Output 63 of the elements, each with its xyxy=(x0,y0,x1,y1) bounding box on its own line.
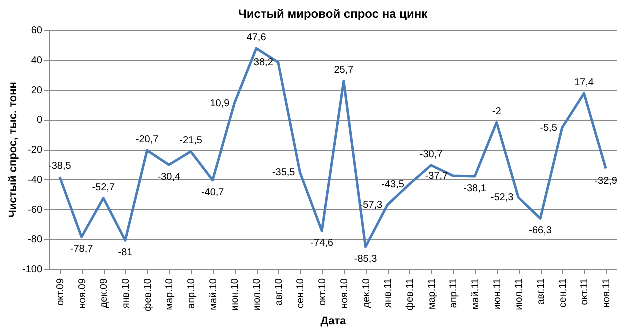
x-tick-label: июл.11 xyxy=(514,278,526,310)
data-label: -32,9 xyxy=(594,176,618,187)
data-label: 38,2 xyxy=(254,58,274,69)
x-tick-label: сен.10 xyxy=(296,278,307,308)
x-tick-label: май.10 xyxy=(208,278,220,310)
y-tick-label: -20 xyxy=(28,145,43,156)
data-label: -81 xyxy=(118,248,134,259)
y-tick-label: 0 xyxy=(36,115,43,126)
x-tick-label: ноя.10 xyxy=(339,278,350,309)
data-label: -21,5 xyxy=(180,136,203,147)
x-tick-label: дек.09 xyxy=(99,278,110,308)
data-label: 17,4 xyxy=(574,78,594,89)
x-tick-label: авг.11 xyxy=(536,278,548,305)
x-tick-label: май.11 xyxy=(470,278,482,310)
data-label: -20,7 xyxy=(136,134,160,146)
x-tick-label: окт.10 xyxy=(318,278,329,306)
x-tick-label: авг.10 xyxy=(274,278,285,306)
x-tick-label: мар.11 xyxy=(426,278,438,310)
x-tick-label: июн.11 xyxy=(492,278,504,310)
x-tick-label: ноя.09 xyxy=(77,278,88,309)
y-tick-label: -60 xyxy=(28,204,43,216)
data-label: -74,6 xyxy=(310,238,334,250)
data-label: -85,3 xyxy=(354,254,378,266)
y-axis-title: Чистый спрос, тыс. тонн xyxy=(7,82,20,218)
x-tick-label: дек.10 xyxy=(361,278,372,308)
data-label: -52,7 xyxy=(92,182,116,194)
data-label: -78,7 xyxy=(70,244,94,256)
y-tick-label: -40 xyxy=(28,174,43,186)
data-label: -40,7 xyxy=(201,187,225,198)
data-label: -66,3 xyxy=(529,226,552,237)
x-tick-label: окт.11 xyxy=(580,278,591,306)
data-label: 25,7 xyxy=(334,65,354,76)
x-tick-label: фев.11 xyxy=(404,278,416,311)
x-tick-label: июл.10 xyxy=(252,278,264,312)
x-tick-label: июн.10 xyxy=(230,278,242,312)
y-tick-label: -100 xyxy=(22,264,43,276)
data-label: 10,9 xyxy=(210,98,230,110)
x-tick-label: фев.10 xyxy=(142,278,154,312)
x-tick-label: ноя.11 xyxy=(602,278,613,308)
data-label: -30,7 xyxy=(420,149,444,160)
data-label: -38,5 xyxy=(48,161,72,172)
chart-title: Чистый мировой спрос на цинк xyxy=(238,7,429,21)
x-tick-label: мар.10 xyxy=(164,278,176,310)
x-tick-label: сен.11 xyxy=(558,278,569,308)
y-tick-label: 40 xyxy=(31,55,43,66)
y-tick-label: -80 xyxy=(28,234,43,246)
y-tick-label: 60 xyxy=(31,26,43,36)
x-tick-label: янв.10 xyxy=(120,278,132,309)
data-label: -43,5 xyxy=(382,180,405,191)
data-label: -2 xyxy=(492,106,502,118)
data-label: -5,5 xyxy=(540,122,558,134)
x-tick-label: апр.10 xyxy=(186,278,198,309)
data-label: -52,3 xyxy=(490,192,514,204)
x-tick-label: янв.11 xyxy=(383,278,394,308)
y-tick-label: 20 xyxy=(31,85,43,96)
data-label: 47,6 xyxy=(246,32,267,44)
x-axis-title: Дата xyxy=(320,316,348,328)
x-tick-label: апр.11 xyxy=(448,278,460,308)
data-label: -38,1 xyxy=(464,184,487,195)
x-tick-label: окт.09 xyxy=(55,278,66,306)
data-label: -30,4 xyxy=(158,172,181,184)
data-label: -37,7 xyxy=(425,170,449,182)
data-label: -35,5 xyxy=(272,168,296,179)
